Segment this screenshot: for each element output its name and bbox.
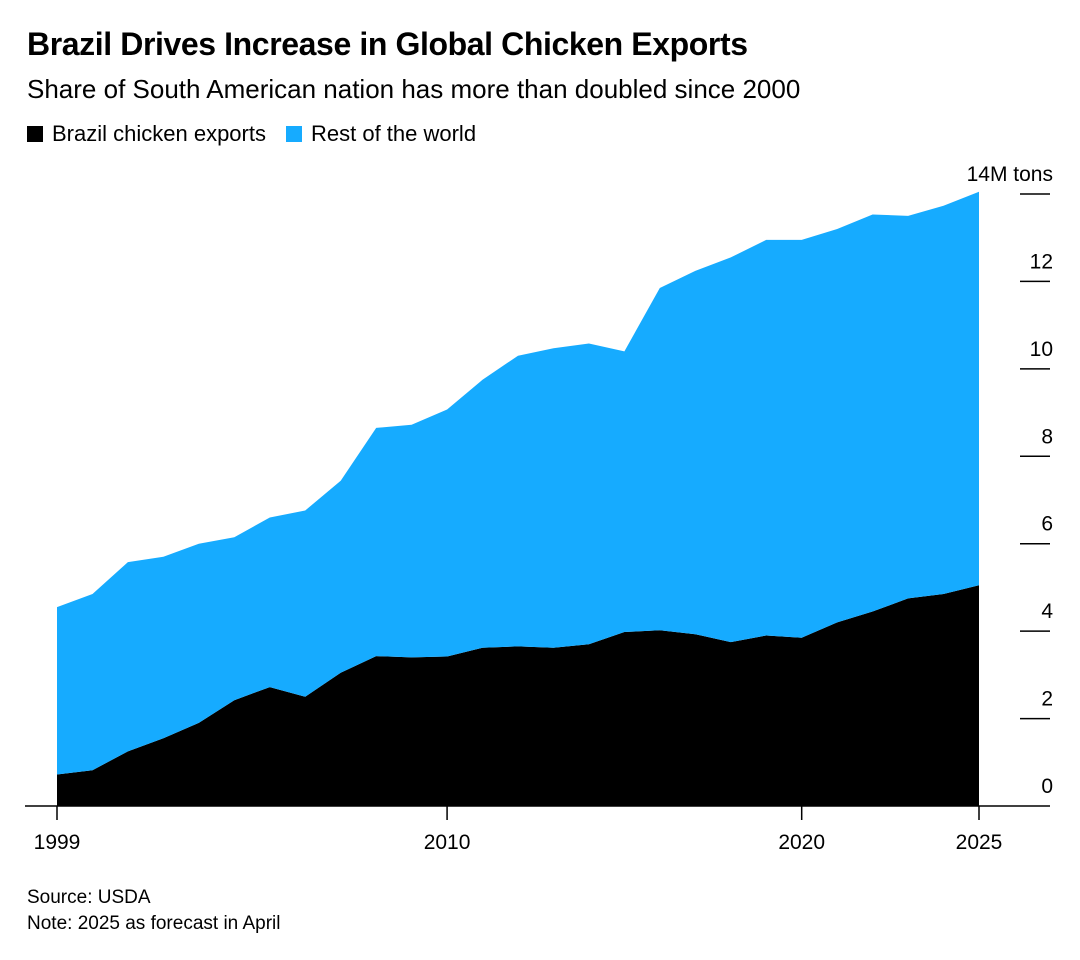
x-tick-label: 2020 bbox=[778, 831, 825, 854]
legend-swatch-brazil bbox=[27, 126, 43, 142]
forecast-note: Note: 2025 as forecast in April bbox=[27, 913, 281, 934]
chart-legend: Brazil chicken exports Rest of the world bbox=[27, 121, 496, 147]
legend-swatch-rest-of-world bbox=[285, 126, 302, 142]
area-series-rest-of-the-world bbox=[57, 191, 979, 775]
y-tick-label: 4 bbox=[1041, 600, 1053, 623]
y-tick-label: 2 bbox=[1041, 688, 1053, 711]
y-tick-label: 8 bbox=[1041, 425, 1053, 448]
x-tick-label: 2010 bbox=[424, 831, 471, 854]
y-tick-label: 0 bbox=[1041, 775, 1053, 798]
y-tick-label: 12 bbox=[1030, 250, 1053, 273]
source-note: Source: USDA bbox=[27, 887, 151, 908]
y-tick-label: 10 bbox=[1030, 338, 1053, 361]
y-tick-label: 6 bbox=[1041, 513, 1053, 536]
area-series-brazil-chicken-exports bbox=[57, 585, 979, 806]
legend-item-brazil: Brazil chicken exports bbox=[27, 121, 266, 147]
axes-layer: 1999 2010 2020 2025 0 2 4 6 8 10 12 14M tons bbox=[25, 163, 1053, 854]
x-tick-label: 1999 bbox=[34, 831, 81, 854]
x-tick-label: 2025 bbox=[956, 831, 1003, 854]
y-tick-label: 14M tons bbox=[967, 163, 1053, 186]
chart-title: Brazil Drives Increase in Global Chicken… bbox=[27, 26, 748, 62]
area-layer bbox=[57, 191, 979, 806]
chart-subtitle: Share of South American nation has more … bbox=[27, 74, 801, 104]
legend-label-brazil: Brazil chicken exports bbox=[52, 121, 266, 146]
legend-label-rest-of-world: Rest of the world bbox=[310, 121, 477, 146]
legend-item-rest-of-world: Rest of the world bbox=[285, 121, 477, 147]
